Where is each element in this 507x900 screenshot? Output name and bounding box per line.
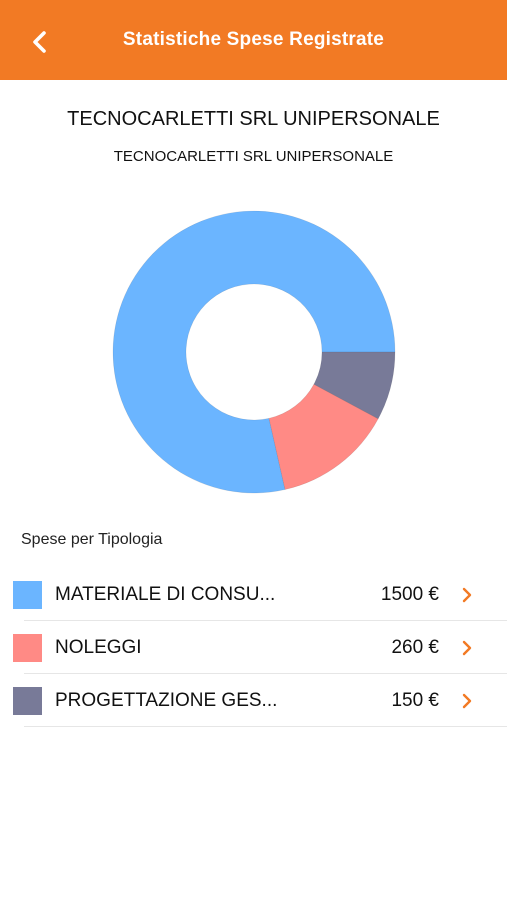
donut-slice-materiale[interactable] <box>112 210 396 494</box>
company-title: TECNOCARLETTI SRL UNIPERSONALE <box>67 108 440 130</box>
company-subtitle: TECNOCARLETTI SRL UNIPERSONALE <box>113 148 394 165</box>
expense-type-list: MATERIALE DI CONSU... 1500 € NOLEGGI 260… <box>0 568 507 727</box>
color-swatch <box>13 634 42 662</box>
category-label: PROGETTAZIONE GES... <box>55 690 278 711</box>
color-swatch <box>13 581 42 609</box>
donut-slice-noleggi[interactable] <box>268 383 379 490</box>
divider <box>24 726 507 727</box>
divider <box>24 620 507 621</box>
chevron-right-icon <box>462 640 472 656</box>
color-swatch <box>13 687 42 715</box>
list-item[interactable]: PROGETTAZIONE GES... 150 € <box>0 674 507 727</box>
divider <box>24 673 507 674</box>
top-navigation-bar: Statistiche Spese Registrate <box>0 0 507 80</box>
category-label: MATERIALE DI CONSU... <box>55 584 276 605</box>
category-amount: 150 € <box>391 690 439 711</box>
page-title: Statistiche Spese Registrate <box>122 29 385 50</box>
category-amount: 1500 € <box>380 584 439 605</box>
chevron-right-icon <box>462 693 472 709</box>
list-item[interactable]: MATERIALE DI CONSU... 1500 € <box>0 568 507 621</box>
back-button[interactable] <box>22 24 58 60</box>
donut-slice-progettazione[interactable] <box>313 351 396 420</box>
list-item[interactable]: NOLEGGI 260 € <box>0 621 507 674</box>
category-amount: 260 € <box>391 637 439 658</box>
section-label: Spese per Tipologia <box>21 531 163 548</box>
chevron-right-icon <box>462 587 472 603</box>
chevron-left-icon <box>33 31 46 53</box>
category-label: NOLEGGI <box>55 637 142 658</box>
expense-donut-chart <box>112 210 396 494</box>
